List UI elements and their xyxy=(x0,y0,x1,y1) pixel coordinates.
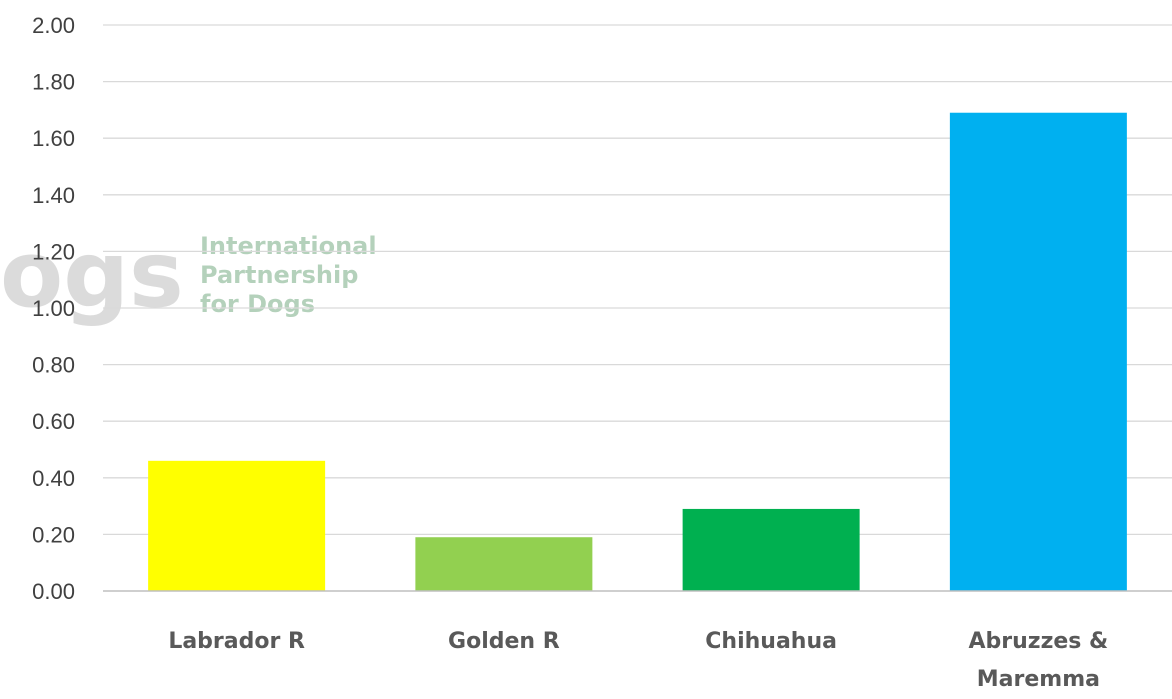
y-tick-label: 0.20 xyxy=(32,522,75,547)
x-axis-labels: Labrador R Golden R Chihuahua Abruzzes & Mar… xyxy=(168,629,1108,692)
watermark-text-line: for Dogs xyxy=(200,290,315,318)
y-tick-label: 1.20 xyxy=(32,239,75,264)
y-axis-ticks: 0.00 0.20 0.40 0.60 0.80 1.00 1.20 1.40 1.60 1.80… xyxy=(32,13,75,604)
watermark-logo-mark: ogs xyxy=(0,221,184,328)
y-tick-label: 1.80 xyxy=(32,70,75,95)
y-tick-label: 1.40 xyxy=(32,183,75,208)
bar xyxy=(949,112,1127,591)
watermark-text-line: International xyxy=(200,232,377,260)
x-tick-label-line: Abruzzes & xyxy=(968,629,1108,654)
x-tick-label-line: Chihuahua xyxy=(705,629,837,654)
y-tick-label: 0.40 xyxy=(32,466,75,491)
bar xyxy=(415,537,593,591)
bar xyxy=(682,508,860,591)
y-tick-label: 0.80 xyxy=(32,353,75,378)
x-tick-label-line: Golden R xyxy=(448,629,560,654)
x-tick-label: Labrador R xyxy=(168,629,305,654)
y-tick-label: 0.00 xyxy=(32,579,75,604)
bar-series xyxy=(148,112,1127,591)
x-tick-label: Abruzzes & Maremma xyxy=(968,629,1108,692)
y-tick-label: 2.00 xyxy=(32,13,75,38)
y-tick-label: 1.60 xyxy=(32,126,75,151)
x-tick-label: Golden R xyxy=(448,629,560,654)
y-tick-label: 1.00 xyxy=(32,296,75,321)
x-tick-label-line: Labrador R xyxy=(168,629,305,654)
watermark-text-line: Partnership xyxy=(200,261,358,289)
y-tick-label: 0.60 xyxy=(32,409,75,434)
bar xyxy=(148,460,326,591)
watermark-logo: ogs International Partnership for Dogs xyxy=(0,221,377,328)
x-tick-label-line: Maremma xyxy=(977,667,1100,692)
x-tick-label: Chihuahua xyxy=(705,629,837,654)
